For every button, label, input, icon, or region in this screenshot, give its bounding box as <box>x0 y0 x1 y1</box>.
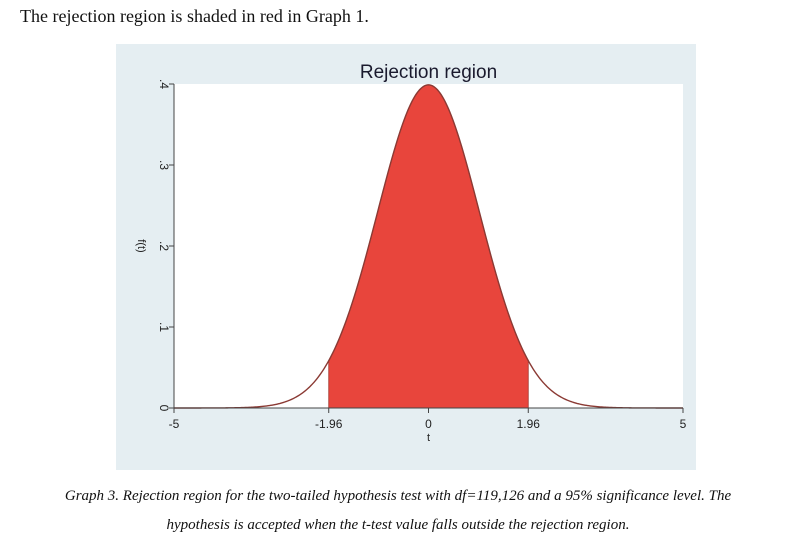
caption-line-2: hypothesis is accepted when the t-test v… <box>166 517 630 533</box>
x-tick-label: 1.96 <box>517 417 541 431</box>
caption-line-1: Graph 3. Rejection region for the two-ta… <box>64 488 732 504</box>
density-curve <box>174 84 683 409</box>
y-tick-label: 0 <box>157 405 171 412</box>
x-tick-label: 0 <box>425 417 432 431</box>
x-tick-label: -1.96 <box>315 417 343 431</box>
y-axis-ticks: 0 .1 .2 .3 .4 <box>157 79 174 412</box>
chart-figure: -5 -1.96 0 1.96 5 0 .1 .2 .3 .4 Rejection region… <box>116 44 696 470</box>
y-axis-label: f(t) <box>135 239 147 252</box>
y-tick-label: .4 <box>157 79 171 89</box>
y-tick-label: .1 <box>157 322 171 332</box>
t-distribution-chart: -5 -1.96 0 1.96 5 0 .1 .2 .3 .4 Rejection region… <box>116 44 696 470</box>
chart-title: Rejection region <box>360 62 497 83</box>
x-tick-label: -5 <box>169 417 180 431</box>
y-tick-label: .2 <box>157 241 171 251</box>
x-axis-label: t <box>427 432 430 444</box>
intro-text: The rejection region is shaded in red in… <box>20 6 369 26</box>
x-axis-ticks: -5 -1.96 0 1.96 5 <box>169 408 687 431</box>
x-tick-label: 5 <box>680 417 687 431</box>
y-tick-label: .3 <box>157 160 171 170</box>
